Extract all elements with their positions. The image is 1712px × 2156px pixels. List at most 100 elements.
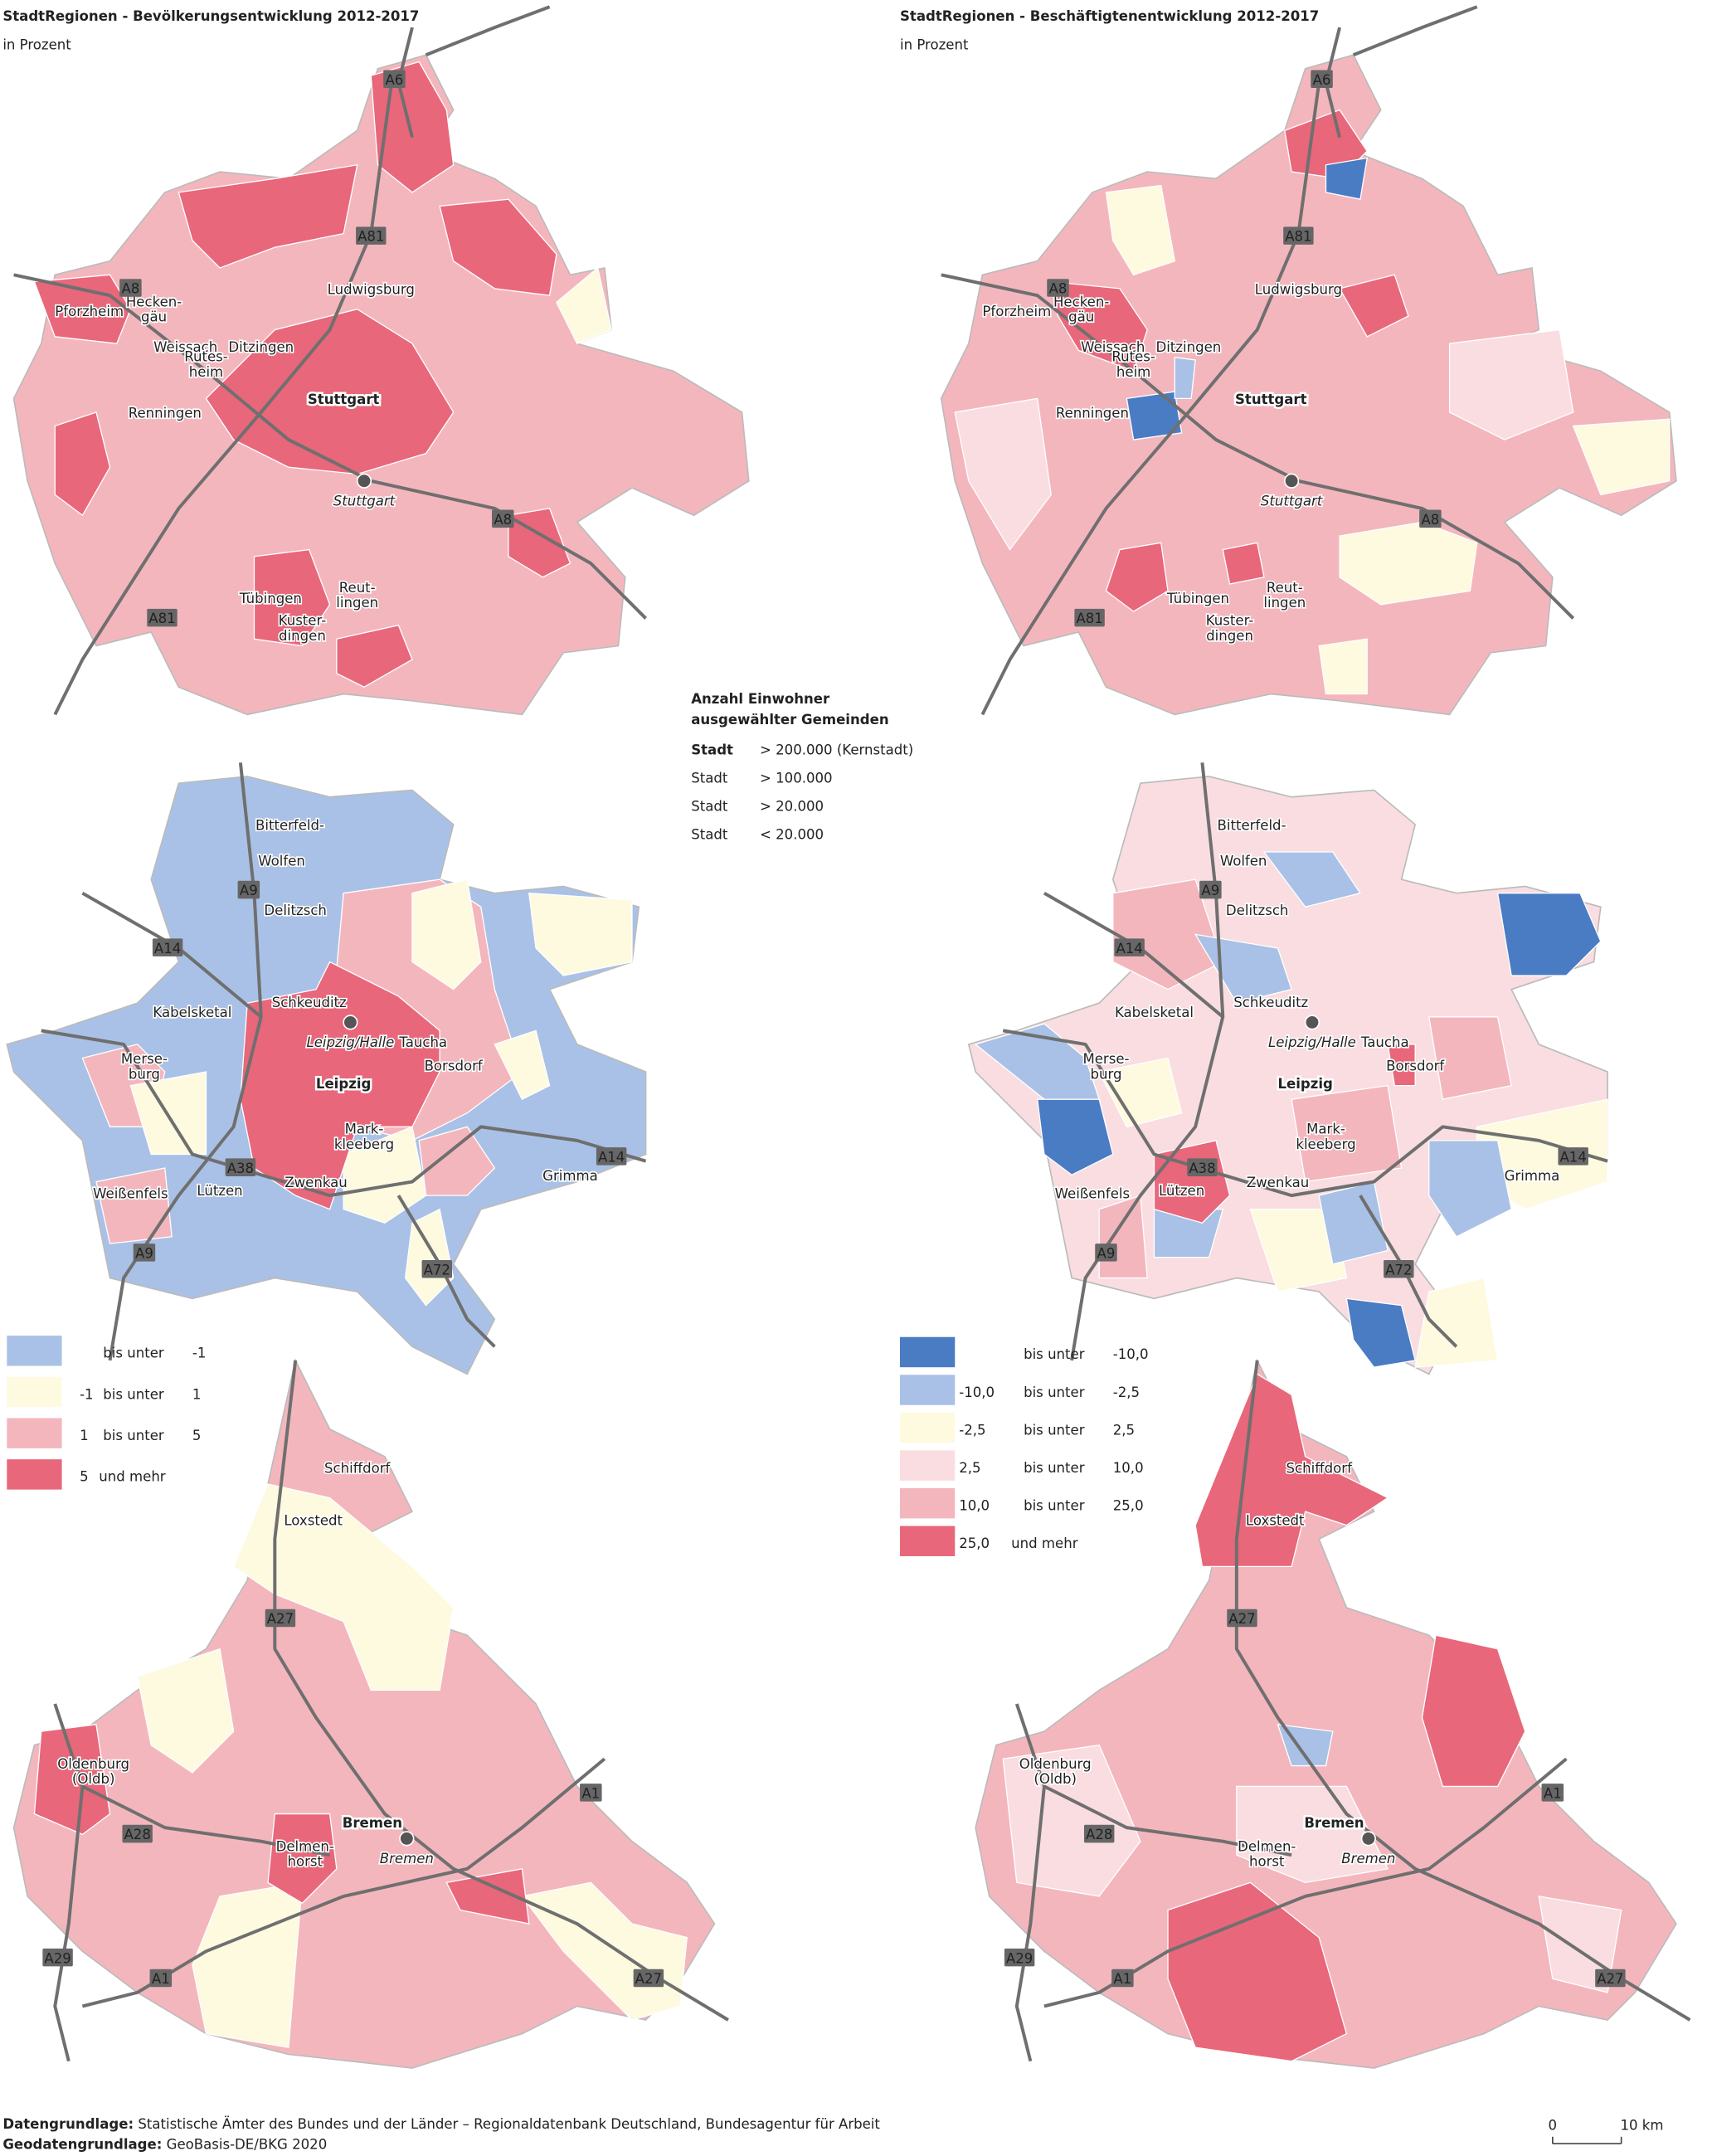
airport-icon [1304,1015,1320,1030]
place-label: Loxstedt [1246,1513,1305,1529]
legend-swatch [900,1450,956,1481]
place-label: Bremen [380,1851,434,1866]
place-label: Leipzig [316,1076,371,1092]
road-shield [421,1259,452,1278]
road-label: A8 [494,512,512,528]
airport-icon [356,473,372,489]
source: Geodatengrundlage: GeoBasis-DE/BKG 2020 [2,2137,327,2153]
road-shield [1384,1259,1414,1278]
place-label-line: (Oldb) [1034,1771,1077,1787]
road-label: A8 [1421,512,1439,528]
road-label: A14 [1559,1150,1586,1166]
map-stuttgart-employment [939,5,1677,717]
place-label: Weißenfels [93,1185,168,1201]
road-shield [1083,1824,1115,1843]
place-label-line: Reut- [1267,580,1303,596]
place-label: Merse-burg [121,1051,168,1082]
place-label: Kabelsketal [1115,1005,1194,1020]
place-label: Merse-burg [1082,1051,1129,1082]
place-label: Weißenfels [1055,1185,1130,1201]
place-label: Taucha [1360,1034,1409,1050]
place-label: Ludwigsburg [1255,281,1342,297]
place-label: Renningen [129,406,202,421]
legend-from: -1 [80,1386,94,1402]
place-label-line: lingen [336,595,378,611]
place-label-line: heim [189,364,223,380]
pop-legend-name: Stadt [691,742,733,757]
place-label: Schiffdorf [324,1461,392,1477]
pop-legend-name: Stadt [691,770,728,786]
road-label: A81 [148,611,175,626]
legend-swatch [900,1375,956,1405]
place-label: Lützen [1159,1183,1204,1199]
place-label: Kabelsketal [153,1005,231,1020]
legend-swatch [900,1336,956,1368]
road-shield [1114,938,1145,956]
place-label: Reut-lingen [336,580,378,611]
map-stuttgart-population [12,5,750,717]
road-shield [596,1147,627,1166]
place-label-line: kleeberg [1296,1136,1355,1152]
road-label: A27 [1228,1611,1255,1627]
place-label: Leipzig/Halle [1268,1034,1356,1050]
road-label: A29 [44,1950,71,1966]
place-label: Kuster-dingen [1206,613,1254,644]
road-label: A81 [1076,611,1102,626]
source-label: Datengrundlage: [2,2116,134,2132]
road-shield [1419,509,1442,528]
place-label: Delitzsch [1226,903,1289,918]
place-label: Grimma [1505,1168,1560,1184]
road-label: A9 [240,883,258,898]
road-label: A28 [1086,1827,1112,1842]
airport-icon [399,1831,415,1847]
road-shield [633,1969,664,1988]
road-shield [1311,70,1333,89]
place-label: Bitterfeld- [1218,818,1286,834]
road-label: A72 [424,1262,450,1278]
map-leipzig-population [6,761,648,1375]
place-label: Delmen-horst [276,1838,334,1869]
legend-from: -10,0 [959,1385,995,1400]
place-label: Hecken-gäu [1053,294,1109,324]
place-label-line: Hecken- [126,294,182,309]
legend-swatch [900,1487,956,1519]
pop-legend-title: ausgewählter Gemeinden [691,712,888,728]
pop-legend-title: Anzahl Einwohner [691,691,830,707]
legend-text: bis unter [1024,1385,1085,1400]
airport-icon [343,1015,358,1030]
place-label-line: Reut- [339,580,376,596]
legend-swatch [900,1412,956,1443]
road-shield [1199,880,1222,899]
place-label-line: Merse- [121,1051,168,1067]
road-shield [147,608,178,627]
road-shield [1095,1243,1117,1262]
place-label: Loxstedt [284,1513,343,1529]
source-text: GeoBasis-DE/BKG 2020 [167,2137,328,2153]
road-label: A14 [154,941,181,956]
pop-legend-threshold: < 20.000 [760,826,824,842]
place-label-line: Rutes- [184,349,228,365]
place-label: Renningen [1056,406,1129,421]
place-label: Ditzingen [1155,339,1221,355]
airport-icon [1283,473,1300,489]
road-shield [265,1608,296,1628]
legend-text: bis unter [103,1346,164,1361]
road-label: A81 [1285,229,1311,245]
place-label: Bremen [1341,1851,1395,1866]
road-shield [1004,1948,1035,1967]
road-shield [1227,1608,1257,1628]
legend-from: -2,5 [959,1422,985,1438]
panel-title: StadtRegionen - Beschäftigtenentwicklung… [900,8,1319,24]
road-label: A28 [124,1827,150,1842]
legend-from: 2,5 [959,1460,980,1476]
road-label: A72 [1385,1262,1412,1278]
pop-legend-threshold: > 200.000 (Kernstadt) [760,742,913,757]
place-label-line: horst [287,1853,323,1869]
map-bremen-population [12,1358,730,2069]
road-shield [42,1948,73,1967]
source: Datengrundlage: Statistische Ämter des B… [2,2116,880,2132]
map-bremen-employment [975,1358,1692,2069]
place-label: Lützen [197,1183,242,1199]
road-shield [237,880,260,899]
place-label: Pforzheim [55,304,124,319]
